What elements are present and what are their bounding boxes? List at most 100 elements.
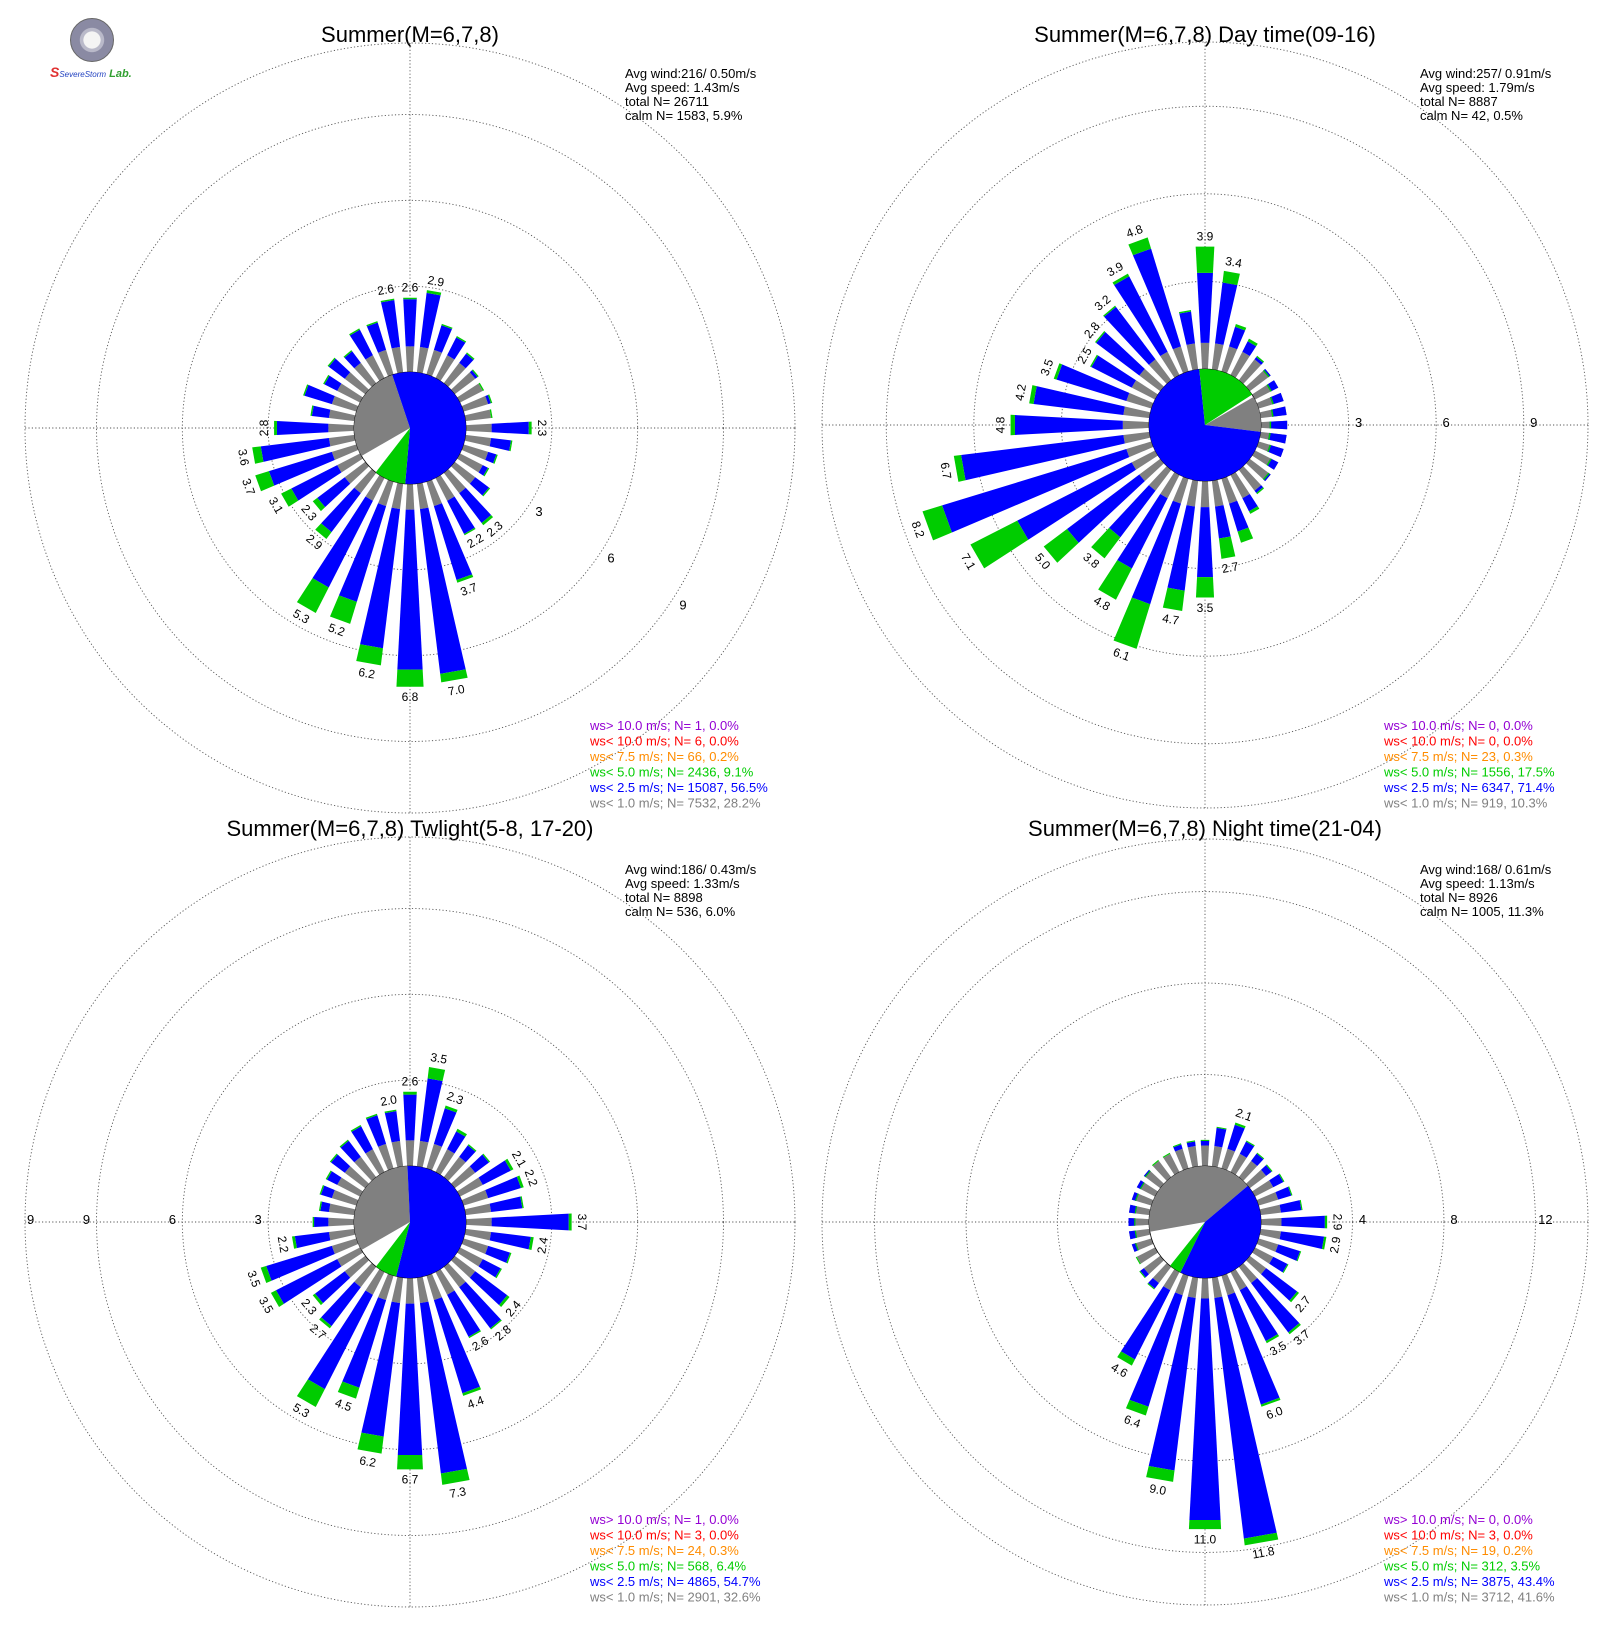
- bar-bin2-segment: [499, 1295, 510, 1308]
- stat-line: Avg wind:257/ 0.91m/s: [1420, 66, 1552, 81]
- frequency-label: 6.7: [402, 1473, 419, 1487]
- bar-bin1-segment: [1242, 341, 1257, 356]
- bar-calm-segment: [1139, 368, 1165, 392]
- legend-entry: ws> 10.0 m/s; N= 0, 0.0%: [1383, 718, 1533, 733]
- bar-bin2-segment: [1263, 472, 1270, 481]
- stat-line: total N= 8926: [1420, 890, 1498, 905]
- bar-bin1-segment: [1197, 507, 1213, 578]
- legend-entry: ws< 1.0 m/s; N= 2901, 32.6%: [589, 1590, 761, 1605]
- bar-calm-segment: [1186, 479, 1199, 507]
- bar-calm-segment: [391, 346, 404, 374]
- bar-bin2-segment: [1222, 270, 1240, 286]
- bar-calm-segment: [464, 1203, 492, 1216]
- frequency-label: 4.8: [993, 416, 1007, 433]
- bar-bin2-segment: [504, 1158, 514, 1171]
- bar-bin1-segment: [469, 1154, 489, 1173]
- bar-bin1-segment: [489, 1196, 523, 1213]
- bar-bin2-segment: [325, 1170, 332, 1180]
- bar-calm-segment: [354, 362, 377, 388]
- frequency-label: 11.8: [1251, 1544, 1276, 1562]
- bar-bin2-segment: [329, 595, 357, 624]
- stat-line: calm N= 1583, 5.9%: [625, 108, 743, 123]
- bar-bin2-segment: [490, 1319, 502, 1330]
- bar-calm-segment: [1221, 1273, 1235, 1296]
- bar-bin2-segment: [343, 350, 353, 358]
- bar-bin2-segment: [1265, 1334, 1280, 1344]
- bar-calm-segment: [1238, 1160, 1258, 1182]
- frequency-label: 2.6: [402, 281, 419, 295]
- bar-bin1-segment: [1254, 485, 1264, 494]
- bar-bin1-segment: [469, 370, 478, 379]
- bar-calm-segment: [465, 1217, 492, 1227]
- range-ring: [973, 193, 1437, 657]
- bar-bin1-segment: [1270, 406, 1287, 417]
- bar-calm-segment: [443, 1156, 466, 1182]
- legend-entry: ws< 5.0 m/s; N= 312, 3.5%: [1383, 1559, 1541, 1574]
- bar-bin2-segment: [1266, 458, 1272, 466]
- bar-bin2-segment: [1162, 1152, 1171, 1158]
- bar-calm-segment: [1152, 1262, 1172, 1284]
- bar-bin1-segment: [1091, 355, 1136, 388]
- frequency-label: 3.4: [1224, 254, 1243, 271]
- bar-calm-segment: [391, 1140, 404, 1168]
- legend-entry: ws< 5.0 m/s; N= 1556, 17.5%: [1383, 765, 1555, 780]
- bar-bin2-segment: [310, 405, 314, 416]
- bar-bin2-segment: [1296, 1251, 1302, 1262]
- bar-calm-segment: [328, 423, 355, 433]
- frequency-label: 4.2: [1012, 383, 1029, 402]
- bar-bin1-segment: [1239, 1141, 1255, 1158]
- bar-bin2-segment: [357, 1432, 384, 1454]
- ring-label: 3: [535, 504, 542, 519]
- bar-calm-segment: [1245, 1169, 1267, 1189]
- bar-bin1-segment: [1128, 1217, 1136, 1227]
- outer-ring: [24, 42, 796, 814]
- frequency-label: 6.4: [1122, 1412, 1143, 1431]
- bar-bin2-segment: [1278, 1173, 1285, 1183]
- bar-bin1-segment: [328, 358, 351, 379]
- bar-calm-segment: [1200, 1277, 1210, 1299]
- bar-bin2-segment: [1162, 587, 1185, 611]
- center-bin1-slice: [392, 372, 466, 484]
- bar-bin2-segment: [296, 578, 329, 613]
- bar-bin1-segment: [1117, 494, 1168, 569]
- bar-bin2-segment: [1269, 421, 1272, 429]
- bar-bin2-segment: [1112, 273, 1130, 285]
- bar-bin2-segment: [1288, 1186, 1293, 1196]
- bar-bin1-segment: [268, 451, 335, 486]
- frequency-label: 4.6: [1109, 1360, 1131, 1381]
- bar-bin2-segment: [568, 1213, 572, 1231]
- stat-line: total N= 8887: [1420, 94, 1498, 109]
- bar-bin2-segment: [255, 471, 275, 492]
- bar-calm-segment: [365, 474, 385, 501]
- bar-calm-segment: [1143, 1255, 1165, 1275]
- bar-calm-segment: [461, 444, 489, 460]
- bar-bin1-segment: [491, 1213, 569, 1231]
- frequency-label: 3.5: [244, 1269, 263, 1290]
- bar-calm-segment: [456, 1177, 483, 1197]
- bar-bin1-segment: [1114, 276, 1168, 356]
- bar-bin2-segment: [1091, 527, 1121, 559]
- bar-calm-segment: [405, 346, 415, 373]
- bar-bin2-segment: [1216, 1126, 1227, 1130]
- bar-bin1-segment: [1279, 1231, 1325, 1250]
- bar-calm-segment: [435, 355, 455, 382]
- bar-bin2-segment: [1113, 597, 1151, 649]
- bar-bin1-segment: [1229, 326, 1246, 350]
- bar-bin2-segment: [350, 1124, 362, 1132]
- bar-bin2-segment: [482, 487, 491, 497]
- bar-calm-segment: [461, 1238, 489, 1254]
- bar-bin1-segment: [1239, 1286, 1278, 1342]
- frequency-label: 3.5: [429, 1050, 448, 1067]
- bar-bin2-segment: [1234, 1122, 1246, 1129]
- bar-bin1-segment: [294, 1231, 331, 1249]
- bar-bin1-segment: [320, 1201, 331, 1213]
- bar-calm-segment: [378, 1143, 394, 1171]
- stat-line: Avg speed: 1.79m/s: [1420, 80, 1535, 95]
- bar-bin2-segment: [1195, 577, 1215, 598]
- ring-label: 9: [679, 597, 686, 612]
- bar-bin2-segment: [1135, 1256, 1141, 1265]
- bar-calm-segment: [405, 483, 415, 510]
- bar-bin1-segment: [1014, 415, 1123, 435]
- bar-bin2-segment: [1094, 331, 1106, 343]
- bar-bin1-segment: [366, 1115, 387, 1147]
